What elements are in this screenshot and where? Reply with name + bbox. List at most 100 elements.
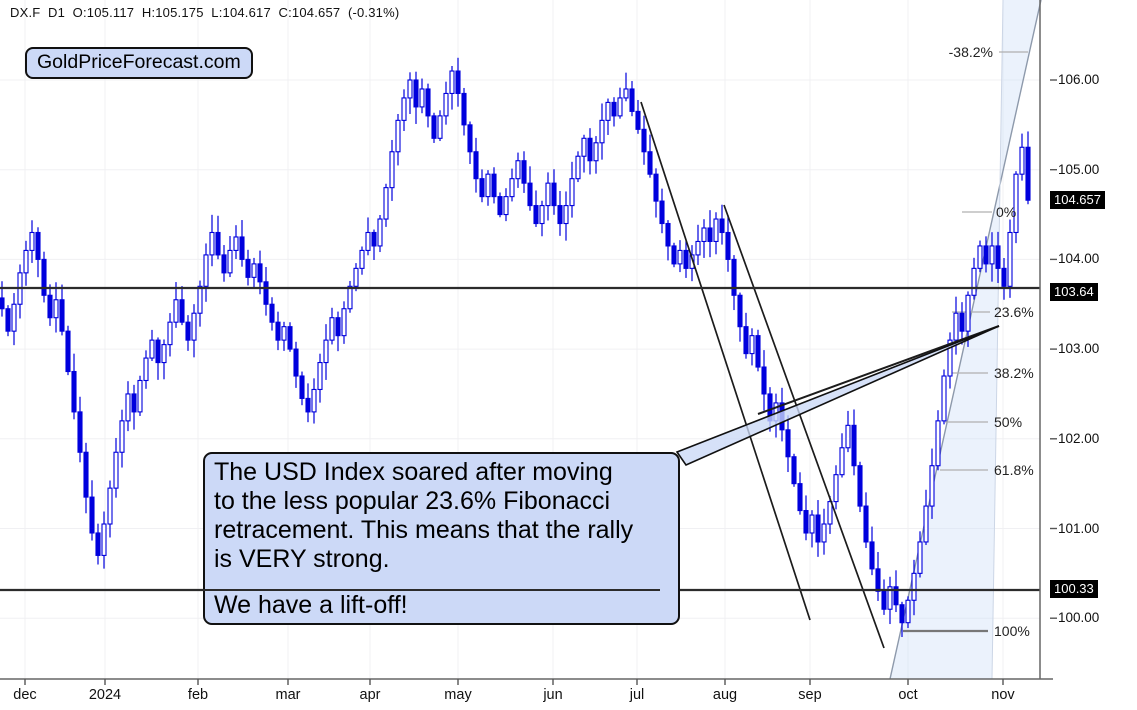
candle-body-down [551, 182, 557, 207]
candle-body-up [377, 218, 383, 247]
candle-body-up [929, 465, 935, 507]
candle-body-down [155, 339, 161, 364]
candle-body-up [545, 182, 551, 207]
candle-body-down [479, 178, 485, 198]
fib-level-label: 0% [996, 204, 1017, 220]
candle-body-up [695, 240, 701, 256]
candle-body-down [239, 236, 245, 260]
candle-body-down [491, 173, 497, 198]
candle-body-down [641, 128, 647, 153]
candle-body-down [611, 101, 617, 117]
candle-body-down [257, 263, 263, 283]
candle-body-down [731, 258, 737, 296]
candle-body-down [851, 424, 857, 467]
candle-body-up [323, 339, 329, 364]
candle-body-up [947, 339, 953, 377]
fib-level-label: -38.2% [948, 44, 993, 60]
callout-tail [675, 325, 1000, 466]
candle-body-down [83, 451, 89, 498]
candle-body-down [299, 375, 305, 399]
candle-body-down [785, 429, 791, 458]
candle-body-down [683, 249, 689, 269]
candle-body-down [527, 182, 533, 207]
candle-body-down [647, 151, 653, 175]
candle-body-up [953, 312, 959, 341]
candle-body-down [35, 231, 41, 260]
candle-body-down [875, 568, 881, 592]
candle-body-down [461, 92, 467, 126]
annotation-footer: We have a lift-off! [214, 591, 408, 619]
candle-body-down [305, 397, 311, 413]
candle-body-down [95, 532, 101, 556]
x-axis-month-label: feb [187, 687, 209, 703]
candle-body-down [557, 205, 563, 225]
candle-body-up [251, 263, 257, 278]
y-axis-price-label: 104.00 [1058, 251, 1100, 267]
candle-body-down [881, 590, 887, 610]
candle-body-down [797, 483, 803, 512]
rising-support-line [757, 325, 1000, 415]
candle-body-up [317, 362, 323, 391]
candle-body-down [467, 124, 473, 153]
candle-body-down [521, 160, 527, 184]
candle-body-up [383, 187, 389, 220]
candle-body-up [965, 294, 971, 332]
candle-body-up [311, 388, 317, 413]
x-axis-month-label: jul [629, 687, 645, 703]
candle-body-up [143, 357, 149, 382]
candle-body-up [599, 119, 605, 144]
annotation-line: to the less popular 23.6% Fibonacci [214, 487, 611, 515]
candle-body-down [665, 222, 671, 247]
candle-body-down [179, 299, 185, 323]
candle-body-up [809, 514, 815, 534]
candle-body-down [983, 245, 989, 265]
candle-body-down [671, 245, 677, 265]
candle-body-up [485, 173, 491, 198]
candle-body-up [701, 227, 707, 243]
candle-body-up [941, 375, 947, 422]
candle-body-up [419, 88, 425, 108]
candle-body-up [173, 299, 179, 323]
candle-body-down [59, 299, 65, 332]
candle-body-down [815, 514, 821, 543]
candle-body-up [101, 523, 107, 556]
candle-body-down [335, 317, 341, 337]
price-level-line-overlay [203, 589, 660, 592]
candle-body-up [689, 254, 695, 269]
candle-body-down [635, 110, 641, 130]
candle-body-up [515, 160, 521, 180]
x-axis-month-label: dec [13, 687, 37, 703]
candle-body-up [593, 142, 599, 162]
candle-body-down [743, 326, 749, 355]
y-axis-price-label: 103.00 [1058, 341, 1100, 357]
candle-body-down [455, 70, 461, 95]
candle-body-up [563, 205, 569, 225]
candle-body-up [935, 420, 941, 467]
candle-body-down [71, 370, 77, 413]
candle-body-up [605, 101, 611, 121]
fib-level-label: 61.8% [994, 462, 1034, 478]
candle-body-up [203, 254, 209, 287]
candle-body-down [185, 321, 191, 341]
candle-body-up [449, 70, 455, 95]
candle-body-up [749, 335, 755, 355]
candle-body-up [137, 379, 143, 413]
candle-body-up [989, 245, 995, 265]
x-axis-month-label: aug [712, 687, 738, 703]
candle-body-down [473, 151, 479, 180]
x-axis-month-label: jun [543, 687, 563, 703]
candle-body-up [821, 523, 827, 543]
candle-body-up [407, 79, 413, 99]
candle-body-down [533, 205, 539, 225]
candle-body-up [347, 285, 353, 310]
candle-body-down [995, 245, 1001, 269]
candle-body-down [221, 254, 227, 274]
candle-body-down [89, 496, 95, 534]
candle-body-up [905, 599, 911, 624]
candle-body-down [857, 465, 863, 507]
candle-body-up [827, 501, 833, 525]
candle-body-down [215, 231, 221, 256]
candle-body-up [119, 420, 125, 453]
